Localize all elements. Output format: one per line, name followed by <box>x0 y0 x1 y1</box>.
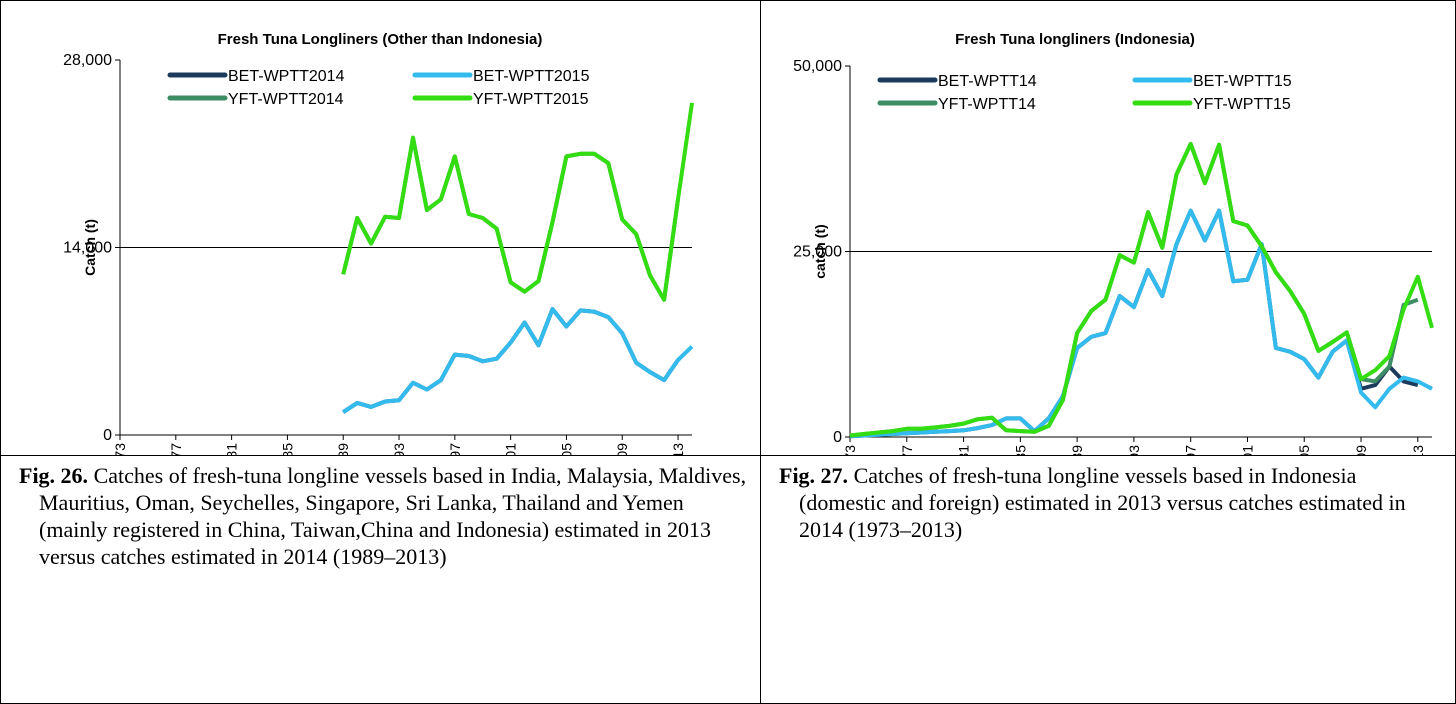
y-tick-label: 28,000 <box>63 52 112 69</box>
y-axis-label: catch (t) <box>812 224 828 278</box>
x-tick-label: 1997 <box>1183 445 1199 456</box>
legend-label: YFT-WPTT2015 <box>473 91 589 108</box>
x-tick-label: 2001 <box>503 443 519 456</box>
x-tick-label: 1973 <box>842 445 858 456</box>
caption-label: Fig. 26. <box>19 463 89 488</box>
y-axis-label: Catch (t) <box>82 219 98 276</box>
y-tick-label: 25,000 <box>793 244 842 261</box>
x-tick-label: 2001 <box>1239 445 1255 456</box>
x-tick-label: 2013 <box>1410 445 1426 456</box>
y-tick-label: 14,000 <box>63 240 112 257</box>
series-line <box>849 141 1434 438</box>
charts: Fresh Tuna Longliners (Other than Indone… <box>63 31 1434 456</box>
x-tick-label: 2013 <box>670 443 686 456</box>
x-tick-label: 1985 <box>279 443 295 456</box>
x-tick-label: 1997 <box>447 443 463 456</box>
caption-text: Catches of fresh-tuna longline vessels b… <box>39 463 747 569</box>
y-tick-label: 0 <box>103 427 112 444</box>
x-tick-label: 1989 <box>1069 445 1085 456</box>
caption-label: Fig. 27. <box>779 463 849 488</box>
x-tick-label: 2009 <box>1353 445 1369 456</box>
legend-label: YFT-WPTT15 <box>1193 96 1291 113</box>
legend-label: YFT-WPTT2014 <box>228 91 344 108</box>
x-tick-label: 1993 <box>391 443 407 456</box>
caption: Fig. 27. Catches of fresh-tuna longline … <box>760 455 1456 704</box>
series-line <box>342 307 680 414</box>
series-line <box>849 141 1419 438</box>
legend-label: BET-WPTT2014 <box>228 68 345 85</box>
chart-title: Fresh Tuna longliners (Indonesia) <box>955 31 1195 48</box>
x-tick-label: 2005 <box>1296 445 1312 456</box>
y-tick-label: 50,000 <box>793 58 842 75</box>
series-line <box>342 307 694 414</box>
x-tick-label: 1985 <box>1012 445 1028 456</box>
x-tick-label: 2009 <box>614 443 630 456</box>
x-tick-label: 1981 <box>224 443 240 456</box>
x-tick-label: 1977 <box>168 443 184 456</box>
x-tick-label: 1977 <box>899 445 915 456</box>
caption-text: Catches of fresh-tuna longline vessels b… <box>799 463 1406 542</box>
series-line <box>341 102 694 302</box>
x-tick-label: 1993 <box>1126 445 1142 456</box>
chart-title: Fresh Tuna Longliners (Other than Indone… <box>218 31 543 48</box>
legend-label: BET-WPTT2015 <box>473 68 590 85</box>
caption: Fig. 26. Catches of fresh-tuna longline … <box>0 455 761 704</box>
x-tick-label: 1989 <box>335 443 351 456</box>
x-tick-label: 2005 <box>558 443 574 456</box>
legend-label: YFT-WPTT14 <box>938 96 1036 113</box>
x-tick-label: 1973 <box>112 443 128 456</box>
x-tick-label: 1981 <box>956 445 972 456</box>
series-line <box>849 208 1419 439</box>
series-line <box>849 208 1433 439</box>
legend-label: BET-WPTT15 <box>1193 73 1292 90</box>
y-tick-label: 0 <box>833 429 842 446</box>
legend-label: BET-WPTT14 <box>938 73 1037 90</box>
